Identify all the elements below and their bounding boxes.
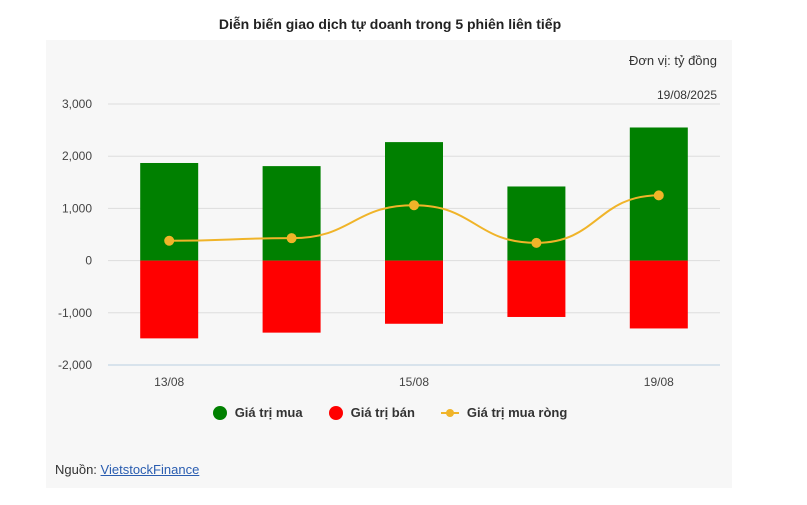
legend-symbol-net <box>440 406 459 420</box>
net-point <box>653 190 664 201</box>
bar-buy <box>507 186 566 261</box>
source-prefix: Nguồn: <box>55 462 101 477</box>
x-tick-label: 13/08 <box>154 375 184 389</box>
y-tick-label: 1,000 <box>62 201 92 215</box>
bar-sell <box>507 260 566 317</box>
legend-label-sell: Giá trị bán <box>350 405 415 420</box>
net-point <box>164 235 175 246</box>
chart-title: Diễn biến giao dịch tự doanh trong 5 phi… <box>218 16 562 32</box>
y-tick-label: 0 <box>85 254 92 268</box>
chart-legend: Giá trị mua Giá trị bán Giá trị mua ròng <box>0 405 780 420</box>
legend-symbol-buy <box>212 405 227 420</box>
bar-sell <box>629 260 688 329</box>
date-label: 19/08/2025 <box>656 88 717 102</box>
legend-item-net[interactable]: Giá trị mua ròng <box>440 405 568 420</box>
net-point <box>286 233 297 244</box>
bar-sell <box>262 260 321 333</box>
y-tick-label: 2,000 <box>62 149 92 163</box>
bar-sell <box>385 260 443 324</box>
legend-symbol-sell <box>328 405 343 420</box>
bar-buy <box>262 166 321 261</box>
y-tick-label: 3,000 <box>62 97 92 111</box>
unit-label: Đơn vị: tỷ đồng <box>628 53 717 68</box>
legend-item-buy[interactable]: Giá trị mua <box>212 405 303 420</box>
net-point <box>409 200 419 211</box>
source-note: Nguồn: VietstockFinance <box>55 462 199 477</box>
bar-sell <box>140 260 199 339</box>
net-point <box>531 237 542 248</box>
bar-buy <box>140 162 199 261</box>
x-tick-label: 19/08 <box>644 375 674 389</box>
source-link[interactable]: VietstockFinance <box>100 462 200 477</box>
legend-item-sell[interactable]: Giá trị bán <box>328 405 415 420</box>
y-tick-label: -1,000 <box>58 306 92 320</box>
x-tick-label: 15/08 <box>399 375 429 389</box>
legend-label-buy: Giá trị mua <box>234 405 303 420</box>
y-tick-label: -2,000 <box>58 358 92 372</box>
legend-label-net: Giá trị mua ròng <box>466 405 568 420</box>
